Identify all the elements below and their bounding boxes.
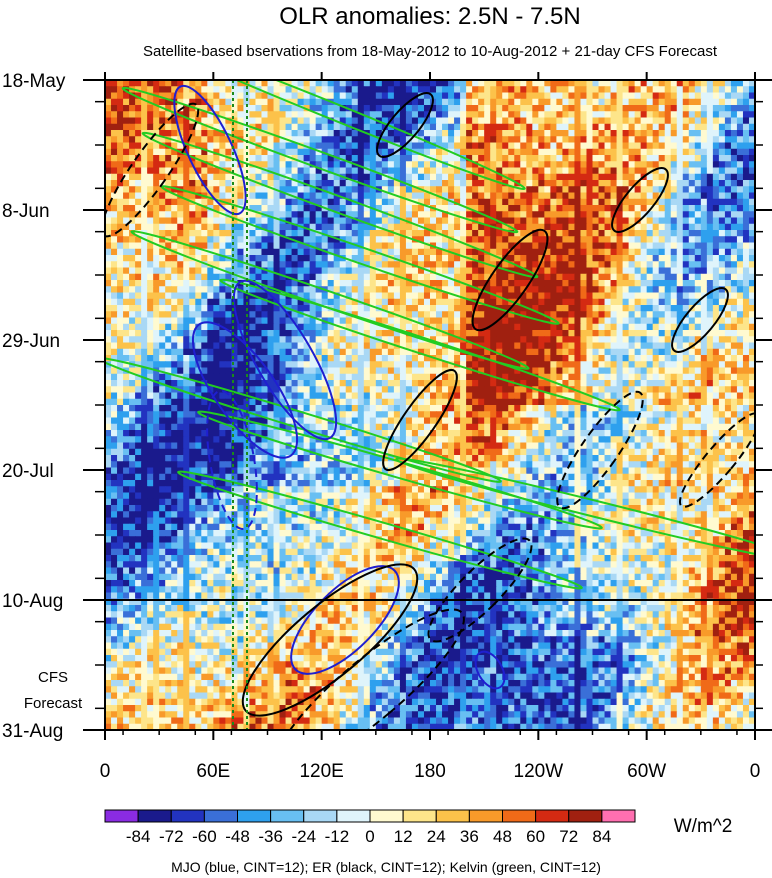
- colorbar-swatch: [502, 809, 537, 823]
- chart-subtitle: Satellite-based bservations from 18-May-…: [143, 43, 718, 60]
- colorbar-label: -48: [225, 827, 250, 846]
- colorbar-label: 84: [592, 827, 611, 846]
- colorbar-unit: W/m^2: [674, 816, 733, 837]
- colorbar-swatch: [435, 809, 470, 823]
- y-axis: 18-May 8-Jun 29-Jun 20-Jul 10-Aug 31-Aug: [2, 71, 772, 742]
- x-tick-label: 60E: [196, 761, 230, 782]
- chart-title: OLR anomalies: 2.5N - 7.5N: [279, 3, 580, 30]
- y-tick-label: 10-Aug: [2, 591, 63, 612]
- colorbar-label: 72: [559, 827, 578, 846]
- y-tick-label: 8-Jun: [2, 201, 50, 222]
- colorbar-swatch: [402, 809, 437, 823]
- colorbar-label: 0: [365, 827, 374, 846]
- y-tick-label: 29-Jun: [2, 331, 60, 352]
- x-tick-label: 0: [100, 761, 111, 782]
- colorbar-swatch: [336, 809, 371, 823]
- colorbar-swatch: [468, 809, 503, 823]
- colorbar-swatch: [270, 809, 305, 823]
- x-tick-label: 180: [414, 761, 446, 782]
- colorbar-swatch: [601, 809, 636, 823]
- colorbar-label: -36: [258, 827, 283, 846]
- colorbar-swatch: [137, 809, 172, 823]
- x-axis: 0 60E 120E 180 120W 60W 0: [100, 72, 761, 782]
- forecast-label-forecast: Forecast: [24, 695, 83, 712]
- colorbar-label: 12: [394, 827, 413, 846]
- x-tick-label: 60W: [627, 761, 666, 782]
- colorbar-swatch: [104, 809, 139, 823]
- colorbar-swatch: [203, 809, 238, 823]
- olr-anomaly-field: [105, 80, 755, 730]
- colorbar-swatch: [303, 809, 338, 823]
- colorbar-label: 48: [493, 827, 512, 846]
- y-tick-label: 31-Aug: [2, 721, 63, 742]
- forecast-label-cfs: CFS: [38, 669, 68, 686]
- colorbar-label: 60: [526, 827, 545, 846]
- colorbar-label: 24: [427, 827, 446, 846]
- x-tick-label: 120E: [299, 761, 343, 782]
- y-tick-label: 18-May: [2, 71, 66, 92]
- colorbar-label: -72: [159, 827, 184, 846]
- colorbar-swatch: [170, 809, 205, 823]
- colorbar-swatch: [535, 809, 570, 823]
- colorbar-swatch: [369, 809, 404, 823]
- colorbar: -84 -72 -60 -48 -36 -24 -12 0 12 24 36 48 60 72 84: [104, 809, 636, 846]
- colorbar-label: -12: [325, 827, 350, 846]
- wave-contours: [105, 80, 755, 730]
- colorbar-label: -60: [192, 827, 217, 846]
- colorbar-label: -24: [291, 827, 316, 846]
- x-tick-label: 0: [750, 761, 761, 782]
- colorbar-label: 36: [460, 827, 479, 846]
- contours-caption: MJO (blue, CINT=12); ER (black, CINT=12)…: [171, 859, 601, 875]
- x-tick-label: 120W: [514, 761, 564, 782]
- colorbar-swatch: [568, 809, 603, 823]
- y-tick-label: 20-Jul: [2, 461, 54, 482]
- colorbar-label: -84: [126, 827, 151, 846]
- colorbar-swatch: [237, 809, 272, 823]
